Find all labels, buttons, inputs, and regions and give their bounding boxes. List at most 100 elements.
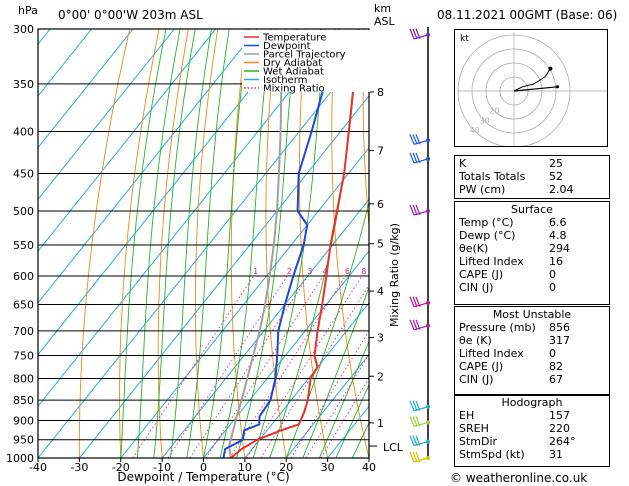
dry-adiabat-line: [157, 29, 189, 458]
mixing-ratio-label: 1: [253, 267, 258, 276]
wind-barb-flag: [412, 400, 418, 411]
wind-barb-flag: [409, 319, 415, 331]
surface-box: Surface Temp (°C) 6.6 Dewp (°C) 4.8 θe(K) 294 L…: [454, 201, 610, 305]
wind-barb-flag: [415, 451, 421, 463]
row-value: 264°: [549, 435, 576, 448]
row-label: θe(K): [459, 242, 489, 255]
mixing-ratio-label: 25: [428, 267, 438, 276]
wind-barb-flag: [412, 319, 418, 331]
wind-barb: [409, 296, 430, 308]
table-row: Totals Totals 52: [459, 170, 605, 183]
left-unit: hPa: [18, 4, 38, 17]
wind-barb-flag: [412, 134, 418, 145]
datetime: 08.11.2021 00GMT (Base: 06): [437, 8, 618, 22]
wind-barb-flag: [415, 319, 421, 331]
section-title: Hodograph: [501, 396, 563, 409]
table-row: CIN (J) 0: [459, 281, 605, 294]
mixing-ratio-label: 4: [323, 267, 328, 276]
row-label: K: [459, 157, 467, 170]
legend-label: Temperature: [262, 33, 326, 44]
row-value: 31: [549, 448, 563, 461]
row-value: 0: [549, 281, 556, 294]
row-label: CAPE (J): [459, 268, 504, 281]
x-tick-label: -30: [70, 461, 88, 474]
dewpoint-line: [222, 29, 327, 458]
x-tick-label: -40: [29, 461, 47, 474]
mixing-ratio-label: 16: [400, 267, 410, 276]
mixing-ratio-line: [290, 330, 369, 458]
row-label: CAPE (J): [459, 360, 504, 373]
table-row: θe(K) 294: [459, 242, 605, 255]
wind-barb-flag: [412, 152, 418, 164]
dry-adiabat-line: [362, 29, 369, 231]
km-tick-label: 1: [377, 417, 384, 430]
legend-label: Isotherm: [263, 75, 307, 86]
mixing-ratio-line: [229, 275, 346, 458]
wind-barb: [409, 435, 430, 447]
row-value: 220: [549, 422, 570, 435]
isotherm-line: [38, 29, 134, 149]
table-row: CAPE (J) 0: [459, 268, 605, 281]
table-row: θe (K) 317: [459, 334, 605, 347]
wind-barb-flag: [415, 152, 421, 164]
row-value: 25: [549, 157, 563, 170]
x-axis-label: Dewpoint / Temperature (°C): [117, 470, 289, 484]
row-label: Lifted Index: [459, 347, 524, 360]
row-value: 856: [549, 321, 570, 334]
table-row: EH 157: [459, 409, 605, 422]
legend-bg: [242, 30, 370, 92]
mixing-ratio-line: [205, 275, 324, 458]
wind-barb-flag: [412, 204, 418, 216]
row-value: 82: [549, 360, 563, 373]
wind-barb-flag: [409, 451, 415, 463]
pressure-tick-label: 350: [13, 78, 34, 91]
wind-barb-flag: [409, 152, 415, 164]
x-tick-label: 40: [362, 461, 376, 474]
row-value: 6.6: [549, 216, 567, 229]
mixing-ratio-label: 20: [414, 267, 424, 276]
km-tick-label: 7: [377, 145, 384, 158]
wet-adiabat-line: [153, 29, 196, 458]
row-value: 317: [549, 334, 570, 347]
row-label: Totals Totals: [459, 170, 526, 183]
table-row: K 25: [459, 157, 605, 170]
pressure-tick-label: 550: [13, 239, 34, 252]
wind-barb-flag: [415, 134, 421, 145]
dry-adiabat-line: [394, 29, 452, 458]
hodograph-box: Hodograph EH 157 SREH 220 StmDir 264° StmSpd (k…: [454, 394, 610, 467]
mixing-ratio-label: 6: [345, 267, 350, 276]
km-tick-label: 6: [377, 198, 384, 211]
x-tick-label: 30: [321, 461, 335, 474]
mixing-ratio-line: [189, 275, 309, 458]
isotherm-line: [244, 302, 369, 458]
pressure-tick-label: 650: [13, 299, 34, 312]
row-label: CIN (J): [459, 281, 494, 294]
isotherm-line: [161, 198, 369, 458]
row-label: Dewp (°C): [459, 229, 516, 242]
pressure-tick-label: 1000: [6, 452, 34, 465]
pressure-tick-label: 750: [13, 349, 34, 362]
wind-barb-flag: [412, 296, 418, 308]
x-tick-label: 10: [238, 461, 252, 474]
row-value: 2.04: [549, 183, 574, 196]
wind-barb-flag: [415, 28, 421, 40]
mixing-ratio-label: 2: [287, 267, 292, 276]
mixing-ratio-label: 8: [361, 267, 366, 276]
pressure-tick-label: 300: [13, 23, 34, 36]
x-tick-label: -20: [112, 461, 130, 474]
km-unit: km: [374, 2, 392, 15]
wet-adiabat-line: [186, 29, 230, 458]
x-tick-label: 0: [200, 461, 207, 474]
pressure-tick-label: 800: [13, 372, 34, 385]
table-row: Temp (°C) 6.6: [459, 216, 605, 229]
wind-barb-flag: [409, 435, 415, 446]
km-tick-label: 5: [377, 238, 384, 251]
hodograph-ring-label: 30: [480, 116, 490, 125]
table-row: StmSpd (kt) 31: [459, 448, 605, 461]
location: 0°00' 0°00'W 203m ASL: [58, 8, 203, 22]
table-row: CIN (J) 67: [459, 373, 605, 386]
row-label: PW (cm): [459, 183, 506, 196]
pressure-tick-label: 950: [13, 434, 34, 447]
wind-barb: [409, 451, 430, 463]
